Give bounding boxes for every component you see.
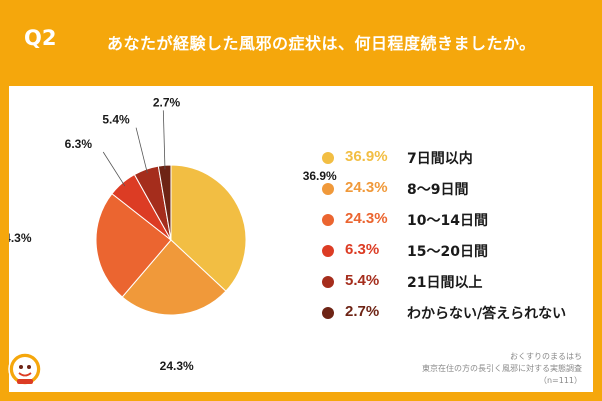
pie-data-label: 24.3% xyxy=(9,231,32,245)
legend-swatch xyxy=(322,276,334,288)
legend-swatch xyxy=(322,307,334,319)
pie-slice xyxy=(95,193,172,298)
legend-item: 6.3% 15〜20日間 xyxy=(322,241,592,261)
legend-item: 24.3% 10〜14日間 xyxy=(322,210,592,230)
legend-swatch xyxy=(322,183,334,195)
pie-data-label: 6.3% xyxy=(65,137,93,151)
legend-swatch xyxy=(322,245,334,257)
source-line-1: おくすりのまるはち xyxy=(510,352,582,361)
pie-leader-line xyxy=(162,110,166,170)
source-line-2: 東京在住の方の長引く風邪に対する実態調査 xyxy=(422,364,582,373)
source-note: おくすりのまるはち 東京在住の方の長引く風邪に対する実態調査 （n=111） xyxy=(422,351,582,387)
question-number: Q2 xyxy=(24,26,57,50)
legend-label: わからない/答えられない xyxy=(407,306,567,322)
legend-swatch xyxy=(322,152,334,164)
question-title: あなたが経験した風邪の症状は、何日程度続きましたか。 xyxy=(107,34,536,53)
legend-item: 2.7% わからない/答えられない xyxy=(322,303,592,323)
legend-swatch xyxy=(322,214,334,226)
header-bar: Q2 あなたが経験した風邪の症状は、何日程度続きましたか。 xyxy=(0,0,602,86)
legend-percent: 5.4% xyxy=(345,272,380,289)
legend-item: 5.4% 21日間以上 xyxy=(322,272,592,292)
pie-slice xyxy=(170,164,247,292)
legend-label: 8〜9日間 xyxy=(407,182,469,198)
pie-leader-line xyxy=(102,151,126,187)
pie-leader-line xyxy=(135,127,148,174)
chart-card: 36.9% 24.3% 24.3% 6.3% 5.4% 2.7% 36.9% 7日間以内 24… xyxy=(9,86,593,392)
legend-item: 24.3% 8〜9日間 xyxy=(322,179,592,199)
pie-slice xyxy=(121,239,227,316)
pie-data-label: 5.4% xyxy=(102,113,130,127)
legend-percent: 24.3% xyxy=(345,179,388,196)
legend-label: 15〜20日間 xyxy=(407,244,488,260)
pie-data-label: 24.3% xyxy=(160,359,194,373)
legend-label: 10〜14日間 xyxy=(407,213,488,229)
legend-percent: 2.7% xyxy=(345,303,380,320)
pie-data-label: 36.9% xyxy=(303,169,337,183)
legend-item: 36.9% 7日間以内 xyxy=(322,148,592,168)
pharmacy-mascot-logo-icon xyxy=(8,352,42,386)
pie-data-label: 2.7% xyxy=(153,95,181,109)
legend-percent: 24.3% xyxy=(345,210,388,227)
legend-percent: 6.3% xyxy=(345,241,380,258)
legend-label: 21日間以上 xyxy=(407,275,483,291)
legend-label: 7日間以内 xyxy=(407,151,473,167)
pie-chart: 36.9% 24.3% 24.3% 6.3% 5.4% 2.7% xyxy=(9,95,337,373)
legend-percent: 36.9% xyxy=(345,148,388,165)
source-line-3: （n=111） xyxy=(538,376,582,385)
